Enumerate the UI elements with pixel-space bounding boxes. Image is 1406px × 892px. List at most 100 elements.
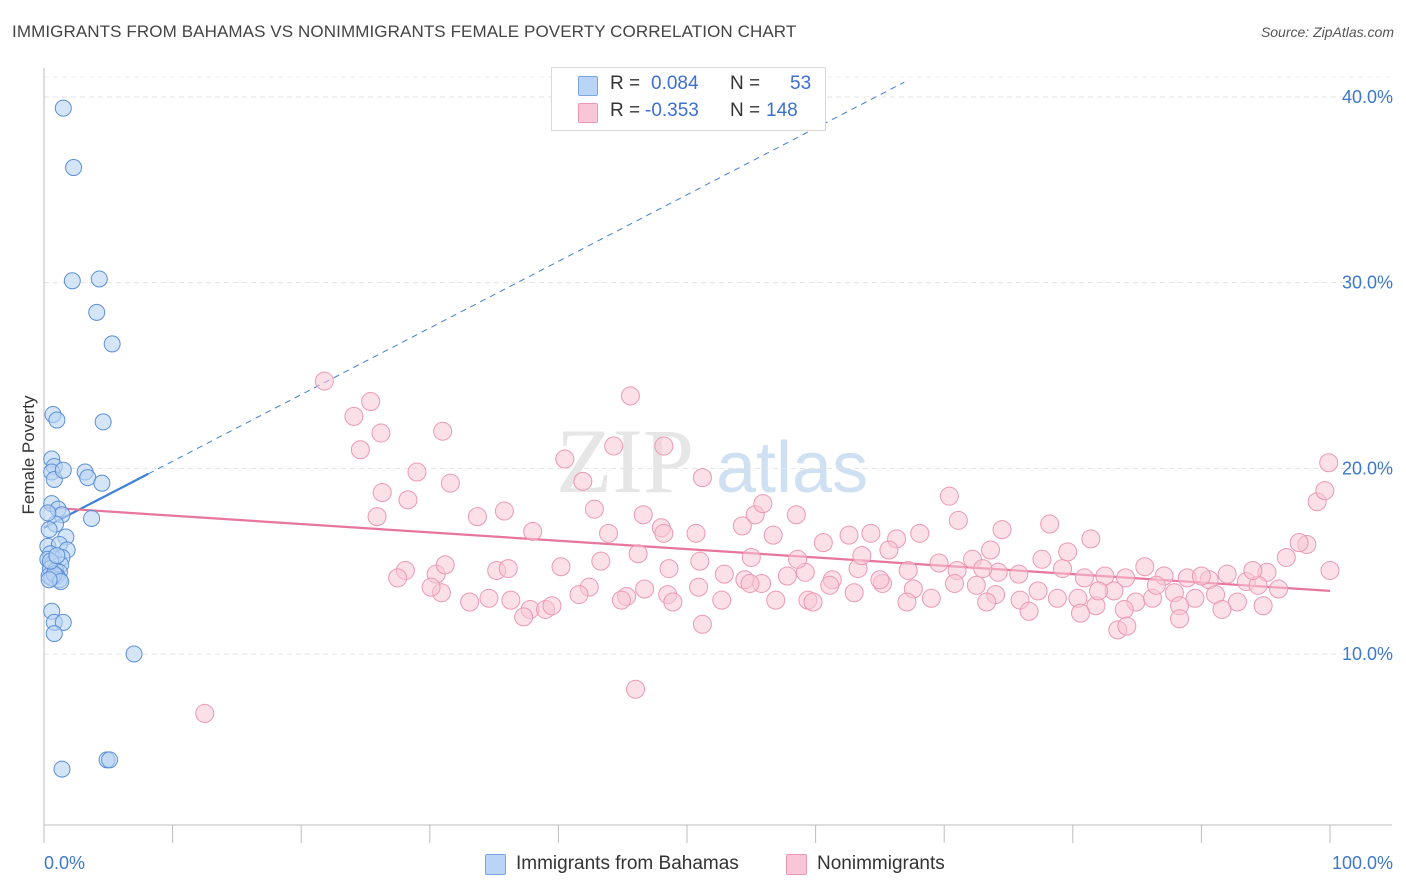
data-point-nonimmigrants [421,577,441,597]
data-point-nonimmigrants [861,523,881,543]
trendline-bahamas-dashed [147,81,905,475]
data-point-bahamas [48,547,66,565]
data-point-nonimmigrants [498,559,518,579]
data-point-nonimmigrants [350,440,370,460]
data-point-nonimmigrants [626,679,646,699]
data-point-nonimmigrants [195,703,215,723]
data-point-nonimmigrants [1212,599,1232,619]
data-point-bahamas [48,411,66,429]
data-point-bahamas [103,335,121,353]
legend-swatch-blue [578,76,598,96]
data-point-nonimmigrants [980,540,1000,560]
data-point-bahamas [88,303,106,321]
data-point-nonimmigrants [542,596,562,616]
legend-r-value: 0.084 [651,73,699,94]
data-point-nonimmigrants [361,391,381,411]
data-point-nonimmigrants [1009,564,1029,584]
data-point-nonimmigrants [692,614,712,634]
data-point-nonimmigrants [763,525,783,545]
data-point-nonimmigrants [992,520,1012,540]
data-point-nonimmigrants [344,406,364,426]
data-point-nonimmigrants [1253,596,1273,616]
data-point-nonimmigrants [1243,560,1263,580]
data-point-nonimmigrants [813,533,833,553]
legend-n-value: 148 [766,100,798,121]
data-point-nonimmigrants [741,547,761,567]
data-point-nonimmigrants [367,507,387,527]
legend-swatch-bahamas [485,854,506,875]
data-point-nonimmigrants [467,507,487,527]
y-tick-label: 30.0% [1342,273,1393,293]
data-point-bahamas [63,272,81,290]
data-point-nonimmigrants [686,523,706,543]
data-point-nonimmigrants [897,592,917,612]
data-point-nonimmigrants [1019,601,1039,621]
data-point-nonimmigrants [1028,581,1048,601]
data-point-nonimmigrants [879,540,899,560]
data-point-nonimmigrants [839,525,859,545]
data-point-nonimmigrants [1135,557,1155,577]
data-point-nonimmigrants [398,490,418,510]
data-point-nonimmigrants [766,590,786,610]
data-point-nonimmigrants [1117,616,1137,636]
data-point-bahamas [90,270,108,288]
data-point-bahamas [65,159,83,177]
data-point-nonimmigrants [852,546,872,566]
data-point-nonimmigrants [1191,566,1211,586]
data-point-nonimmigrants [654,523,674,543]
legend-row-bahamas: R = 0.084 N = 53 [552,73,825,99]
y-tick-label: 20.0% [1342,458,1393,478]
data-point-nonimmigrants [628,544,648,564]
data-point-nonimmigrants [870,570,890,590]
legend-label-bahamas: Immigrants from Bahamas [516,853,739,874]
data-point-nonimmigrants [611,590,631,610]
data-point-nonimmigrants [569,585,589,605]
data-point-nonimmigrants [523,521,543,541]
data-point-nonimmigrants [314,371,334,391]
data-point-nonimmigrants [663,592,683,612]
data-point-nonimmigrants [460,592,480,612]
data-point-nonimmigrants [407,462,427,482]
data-point-nonimmigrants [1269,579,1289,599]
data-point-nonimmigrants [659,559,679,579]
data-point-nonimmigrants [1047,588,1067,608]
legend-label-nonimmigrants: Nonimmigrants [817,853,945,874]
data-point-nonimmigrants [1071,603,1091,623]
legend-n-value: 53 [790,73,812,94]
data-point-nonimmigrants [388,568,408,588]
data-point-nonimmigrants [844,583,864,603]
data-point-nonimmigrants [372,482,392,502]
legend-swatch-nonimmigrants [786,854,807,875]
data-point-nonimmigrants [788,549,808,569]
data-point-nonimmigrants [633,505,653,525]
data-point-nonimmigrants [584,499,604,519]
data-point-nonimmigrants [1320,560,1340,580]
data-point-nonimmigrants [714,564,734,584]
data-point-bahamas [125,645,143,663]
data-point-nonimmigrants [494,501,514,521]
data-point-nonimmigrants [910,523,930,543]
data-point-nonimmigrants [654,436,674,456]
data-point-nonimmigrants [1081,529,1101,549]
data-point-nonimmigrants [939,486,959,506]
data-point-nonimmigrants [944,573,964,593]
data-point-bahamas [54,99,72,117]
data-point-nonimmigrants [555,449,575,469]
watermark: ZIP atlas [556,410,868,512]
data-point-nonimmigrants [689,577,709,597]
data-point-nonimmigrants [435,555,455,575]
data-point-nonimmigrants [1289,533,1309,553]
data-point-nonimmigrants [1058,542,1078,562]
nonimmigrants-points [195,371,1340,723]
data-point-nonimmigrants [433,421,453,441]
data-point-bahamas [93,474,111,492]
data-point-nonimmigrants [1116,568,1136,588]
y-tick-label: 10.0% [1342,644,1393,664]
data-point-nonimmigrants [1217,564,1237,584]
data-point-bahamas [40,521,58,539]
data-point-nonimmigrants [1319,453,1339,473]
data-point-nonimmigrants [977,592,997,612]
data-point-bahamas [79,469,97,487]
data-point-nonimmigrants [599,523,619,543]
